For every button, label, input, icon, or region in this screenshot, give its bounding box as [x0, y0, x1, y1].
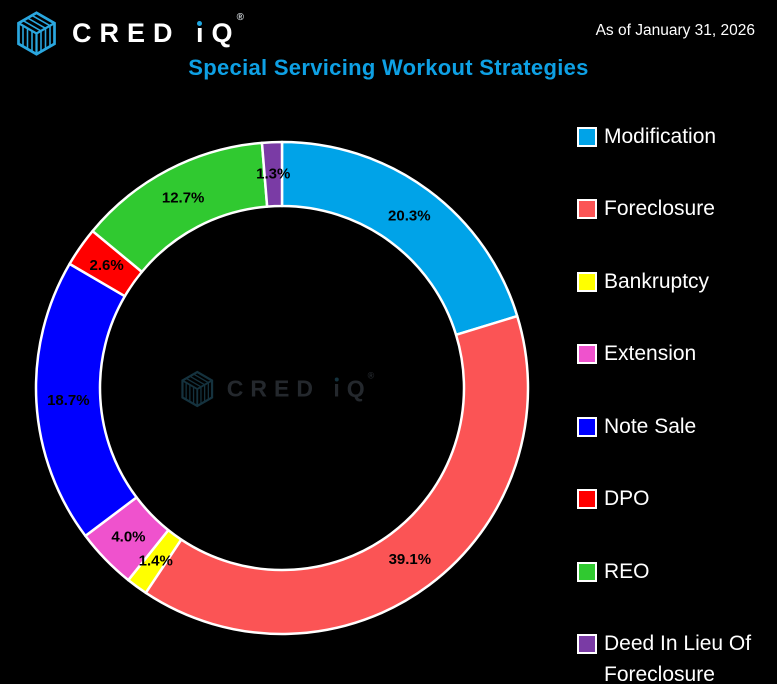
as-of-date: As of January 31, 2026 [595, 22, 755, 39]
legend-label: Foreclosure [604, 197, 715, 221]
pie-slice-modification[interactable] [280, 140, 519, 337]
i-dot-icon [197, 21, 203, 26]
legend-item-note-sale[interactable]: Note Sale [577, 412, 777, 442]
slice-percent-label: 18.7% [47, 392, 90, 409]
legend-swatch-icon [577, 416, 597, 437]
legend-swatch-icon [577, 489, 597, 510]
pie-slice-foreclosure[interactable] [144, 314, 530, 636]
legend-item-bankruptcy[interactable]: Bankruptcy [577, 267, 777, 297]
legend-swatch-icon [577, 344, 597, 365]
legend-label: Note Sale [604, 414, 697, 438]
slice-percent-label: 4.0% [111, 529, 145, 546]
brand-cred: CRED [72, 18, 181, 48]
chart-title: Special Servicing Workout Strategies [188, 55, 589, 80]
slice-percent-label: 2.6% [90, 257, 124, 274]
pie-slice-reo[interactable] [91, 141, 269, 274]
brand-i: ı [196, 18, 212, 48]
slice-percent-label: 1.4% [139, 552, 173, 569]
legend-label: REO [604, 559, 650, 583]
legend-swatch-icon [577, 127, 597, 147]
legend-item-extension[interactable]: Extension [577, 339, 777, 369]
legend-label: Bankruptcy [604, 269, 710, 293]
legend-label: Extension [604, 342, 697, 366]
legend-label: Modification [604, 125, 717, 148]
brand-logo: CRED ı Q® [14, 11, 248, 56]
legend-swatch-icon [577, 199, 597, 220]
registered-mark: ® [236, 12, 244, 23]
legend-item-modification[interactable]: Modification [577, 122, 777, 152]
legend-item-dpo[interactable]: DPO [577, 484, 777, 514]
slice-percent-label: 20.3% [388, 207, 431, 224]
brand-q: Q [211, 18, 241, 48]
legend-swatch-icon [577, 634, 597, 655]
legend-item-deed-in-lieu-of-foreclosure[interactable]: Deed In Lieu Of Foreclosure [577, 629, 777, 684]
slice-percent-label: 12.7% [162, 190, 205, 207]
legend-item-reo[interactable]: REO [577, 557, 777, 587]
slice-percent-label: 1.3% [256, 166, 290, 183]
legend-label: Deed In Lieu Of Foreclosure [604, 632, 752, 684]
chart-legend: Modification Foreclosure Bankruptcy Extensi… [577, 122, 777, 684]
slice-percent-label: 39.1% [389, 551, 432, 568]
legend-label: DPO [604, 487, 650, 511]
legend-item-foreclosure[interactable]: Foreclosure [577, 194, 777, 224]
cred-iq-cube-icon [17, 11, 56, 56]
legend-swatch-icon [577, 271, 597, 292]
brand-wordmark: CRED ı Q® [72, 12, 248, 49]
pie-slice-deed-in-lieu-of-foreclosure[interactable] [260, 140, 284, 208]
legend-swatch-icon [577, 561, 597, 582]
